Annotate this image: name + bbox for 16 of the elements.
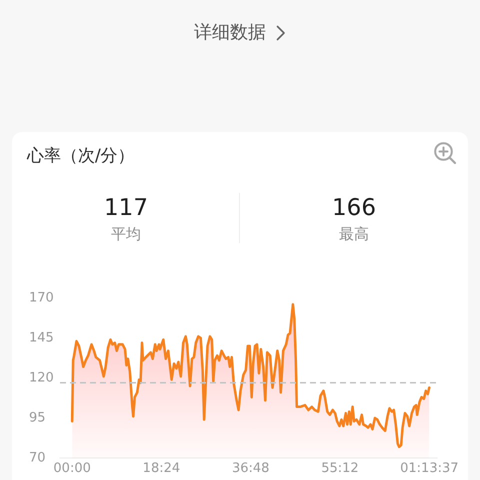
- y-tick-label: 170: [29, 290, 54, 306]
- y-tick-label: 95: [29, 410, 46, 426]
- x-tick-label: 01:13:37: [400, 461, 459, 476]
- x-tick-label: 55:12: [321, 461, 359, 476]
- y-tick-label: 145: [29, 330, 54, 346]
- x-tick-label: 36:48: [232, 461, 270, 476]
- text: 详细数据: [194, 21, 266, 45]
- text: 117: [104, 195, 148, 221]
- text: 166: [332, 195, 376, 221]
- chart-title: 心率（次/分）: [27, 146, 135, 166]
- text: 最高: [339, 225, 369, 243]
- text: 平均: [111, 225, 141, 243]
- x-tick-label: 18:24: [142, 461, 180, 476]
- x-tick-label: 00:00: [53, 461, 91, 476]
- y-tick-label: 70: [29, 450, 46, 466]
- y-tick-label: 120: [29, 370, 54, 386]
